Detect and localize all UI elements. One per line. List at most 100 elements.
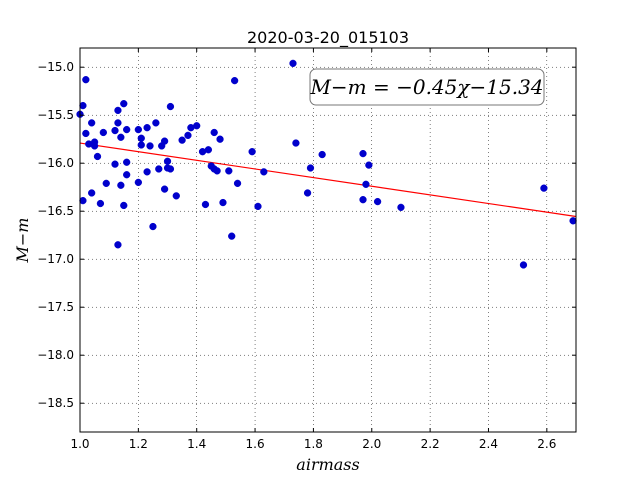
data-point [193,122,201,130]
data-point [114,119,122,127]
data-point [359,149,367,158]
data-point [146,142,154,150]
y-tick-label: −17.5 [37,300,74,314]
data-point [155,165,163,173]
data-point [248,148,256,156]
data-point [318,150,326,159]
data-point [166,102,175,111]
fit-annotation: M−m = −0.45χ−15.34 [309,68,545,106]
data-point [102,179,110,188]
data-point [219,198,227,207]
x-axis-label: airmass [296,455,359,474]
data-point [254,202,262,211]
y-tick-label: −18.5 [37,396,74,410]
data-point [117,181,125,189]
data-point [201,200,210,209]
data-point [365,161,373,169]
x-tick-label: 2.0 [362,437,381,451]
data-point [289,59,297,68]
data-point [160,137,169,145]
data-point [178,136,186,144]
data-point [540,184,548,192]
data-point [88,119,96,127]
data-point [569,217,577,225]
data-point [163,157,172,165]
data-point [82,76,90,84]
fit-equation: M−m = −0.45χ−15.34 [309,75,543,99]
data-point [228,232,236,240]
data-point [123,158,131,166]
data-point [160,185,169,193]
data-point [143,168,151,176]
x-tick-label: 1.2 [129,437,148,451]
x-axis-ticks: 1.0 1.2 1.4 1.6 1.8 2.0 2.2 2.4 2.6 [70,48,556,451]
chart-title: 2020-03-20_015103 [247,28,409,48]
data-point [114,106,122,115]
data-point [216,135,224,143]
data-point [362,180,370,188]
x-tick-label: 1.6 [246,437,265,451]
y-tick-label: −16.5 [37,204,74,218]
data-point [99,128,107,137]
data-point [111,126,119,135]
annotation-box [309,68,545,106]
data-point [213,167,221,175]
data-points [76,59,577,269]
data-point [230,76,239,85]
data-point [134,178,143,187]
data-point [519,261,528,269]
data-point [152,119,160,127]
y-tick-label: −18.0 [37,348,74,362]
data-point [134,125,143,134]
data-point [111,160,119,168]
data-point [172,192,180,200]
data-point [123,125,131,134]
data-point [306,164,315,172]
y-tick-label: −15.0 [37,60,74,74]
data-point [397,203,405,212]
data-point [93,152,102,161]
plot-frame [79,47,577,433]
y-tick-label: −16.0 [37,156,74,170]
x-tick-label: 2.6 [537,437,556,451]
data-point [233,179,242,188]
data-point [137,141,145,149]
data-point [166,165,175,173]
data-point [90,142,99,150]
data-point [184,131,192,140]
x-tick-label: 1.8 [304,437,323,451]
fit-line [79,142,577,218]
data-point [204,146,213,154]
data-point [82,129,90,138]
y-axis-label: M−m [13,218,32,264]
x-tick-label: 2.2 [421,437,440,451]
data-point [143,124,151,132]
data-point [292,139,300,147]
data-point [359,196,367,204]
data-point [120,100,128,108]
data-point [79,101,87,110]
data-point [149,222,157,231]
x-tick-label: 1.0 [70,437,89,451]
data-point [123,171,131,179]
grid-lines [79,48,576,432]
fit-line-layer [79,142,577,218]
y-axis-ticks: −15.0 −15.5 −16.0 −16.5 −17.0 −17.5 −18.0 −18.5 [37,60,576,410]
data-point [373,197,382,206]
data-point [114,241,122,249]
data-point [79,196,87,205]
data-point [120,201,128,210]
data-point [225,167,233,175]
data-point [137,134,145,142]
data-point [303,189,312,197]
data-point [96,199,105,208]
x-tick-label: 2.4 [479,437,498,451]
data-point [117,133,125,141]
x-tick-label: 1.4 [187,437,206,451]
data-point [260,168,268,176]
data-point [210,128,218,137]
y-tick-label: −15.5 [37,108,74,122]
y-tick-label: −17.0 [37,252,74,266]
data-point [88,189,96,197]
